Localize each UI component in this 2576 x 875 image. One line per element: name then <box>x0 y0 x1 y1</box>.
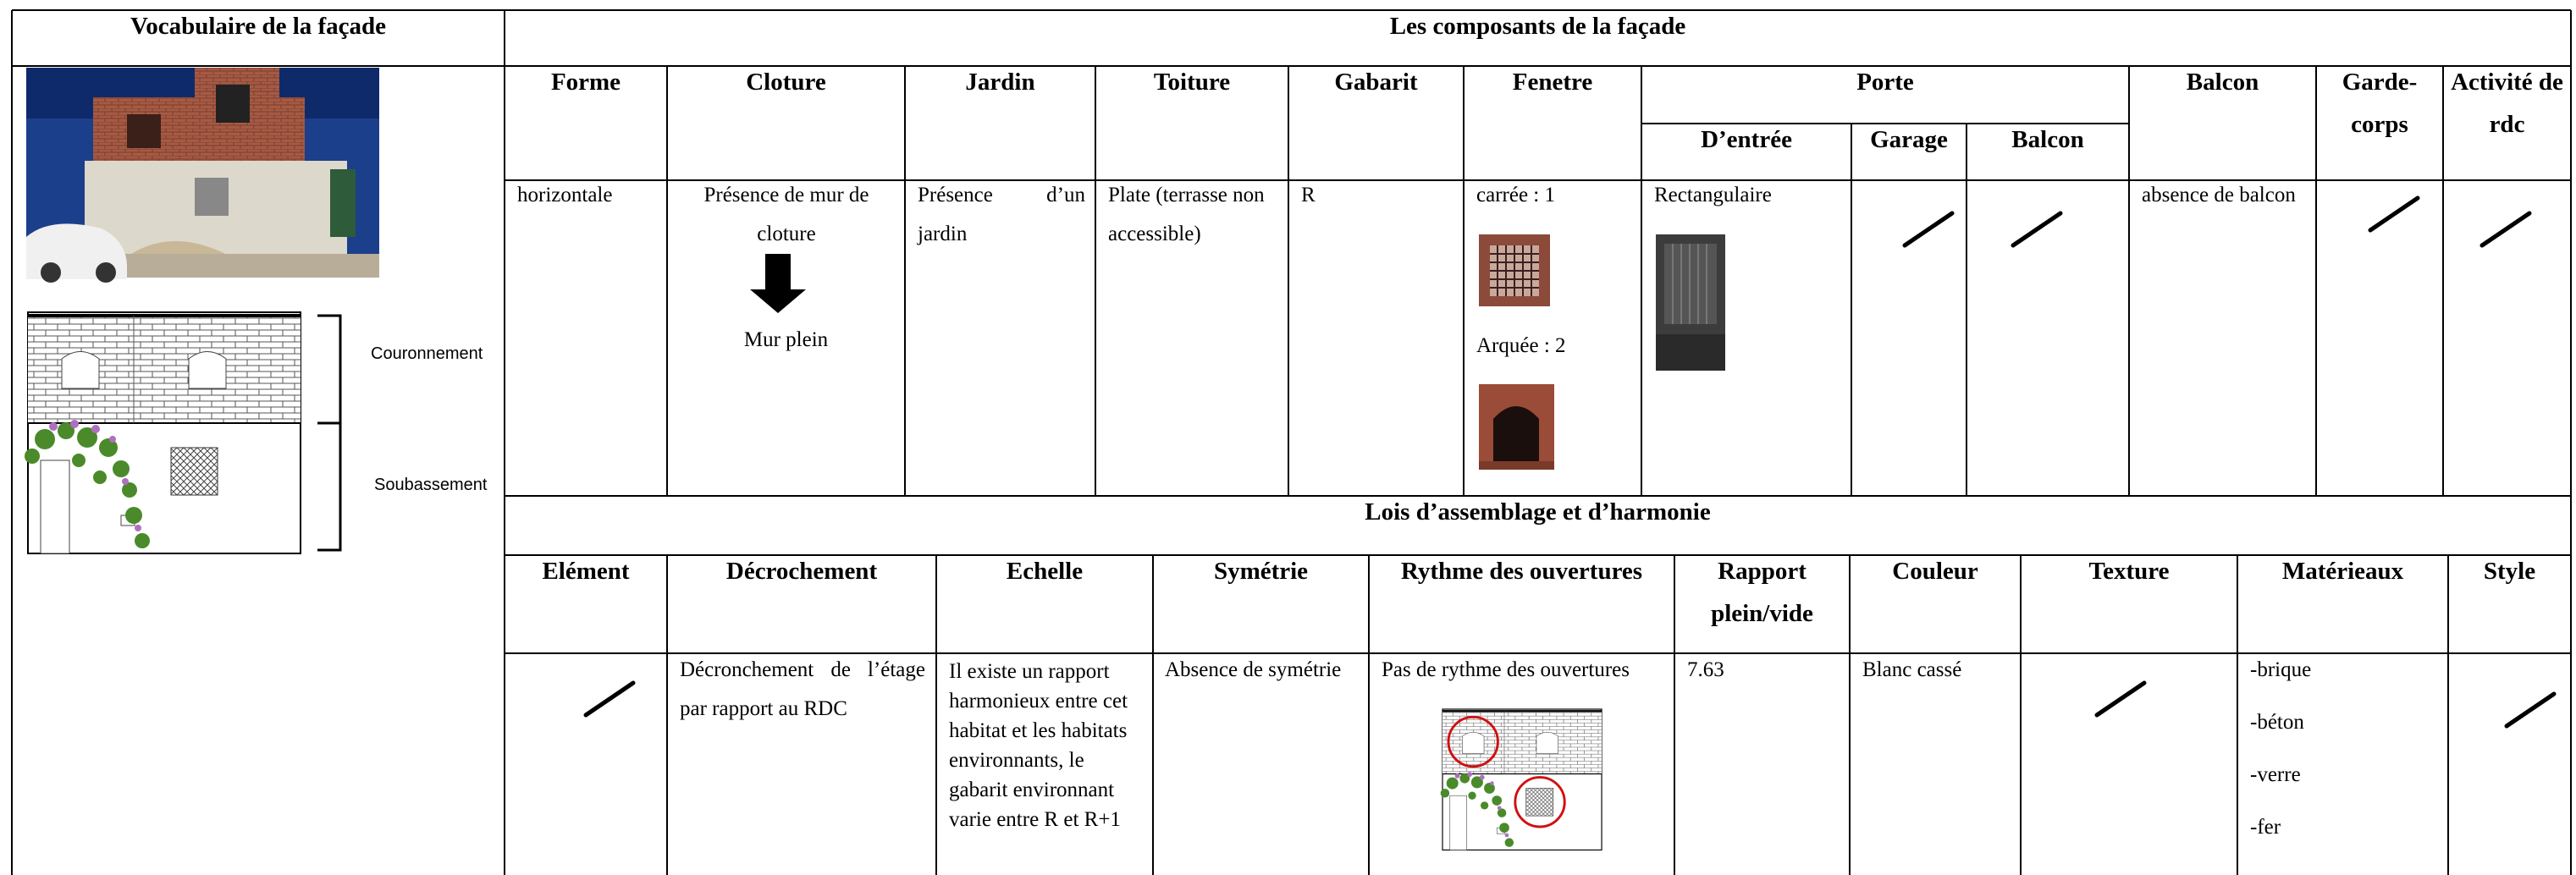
cell-forme: horizontale <box>517 184 613 206</box>
window-arched-photo <box>1479 384 1554 470</box>
cell-rythme: Pas de rythme des ouvertures <box>1382 658 1630 681</box>
components-title: Les composants de la façade <box>1389 13 1686 40</box>
cell-cloture-type: Mur plein <box>743 328 829 351</box>
sub-header: Balcon <box>2011 126 2084 153</box>
cell-fenetre-1: carrée : 1 <box>1476 184 1555 206</box>
header: Forme <box>550 69 621 96</box>
sub-header: Garage <box>1870 126 1948 153</box>
header: Fenetre <box>1512 69 1593 96</box>
header: Décrochement <box>725 558 878 585</box>
door-photo <box>1656 234 1725 371</box>
header: Gabarit <box>1334 69 1418 96</box>
label-couronnement: Couronnement <box>371 344 483 363</box>
header: Garde-corps <box>2342 69 2418 138</box>
cell-symetrie: Absence de symétrie <box>1165 658 1342 681</box>
header: Texture <box>2088 558 2170 585</box>
header: Symétrie <box>1213 558 1309 585</box>
header: Elément <box>542 558 630 585</box>
vocabulary-title: Vocabulaire de la façade <box>130 13 387 40</box>
label-soubassement: Soubassement <box>374 476 488 494</box>
cell-materiau: -béton <box>2250 711 2304 734</box>
laws-title: Lois d’assemblage et d’harmonie <box>1365 498 1711 526</box>
header: Toiture <box>1153 69 1231 96</box>
header: Porte <box>1856 69 1914 96</box>
header: Rapport plein/vide <box>1711 558 1813 627</box>
header: Rythme des ouvertures <box>1400 558 1643 585</box>
cell-cloture: Présence de mur de cloture <box>703 184 869 245</box>
header: Activité de rdc <box>2451 69 2563 138</box>
header: Matérieaux <box>2281 558 2404 585</box>
cell-balcon: absence de balcon <box>2142 184 2296 206</box>
cell-echelle: Il existe un rapport harmonieux entre ce… <box>949 660 1128 831</box>
header: Couleur <box>1892 558 1978 585</box>
header: Style <box>2483 558 2536 585</box>
cell-gabarit: R <box>1301 184 1316 206</box>
header: Echelle <box>1006 558 1084 585</box>
cell-materiau: -fer <box>2250 816 2281 839</box>
cell-jardin: Présence d’un jardin <box>918 184 1085 245</box>
cell-materiau: -brique <box>2250 658 2312 681</box>
cell-toiture: Plate (terrasse non accessible) <box>1108 184 1265 245</box>
cell-decrochement: Décronchement de l’étage par rapport au … <box>680 658 925 720</box>
cell-fenetre-2: Arquée : 2 <box>1476 334 1566 357</box>
sub-header: D’entrée <box>1701 126 1792 153</box>
cell-materiau: -verre <box>2250 763 2301 786</box>
cell-porte-entree: Rectangulaire <box>1654 184 1772 206</box>
facade-photo <box>26 68 379 283</box>
cell-couleur: Blanc cassé <box>1862 658 1962 681</box>
header: Cloture <box>746 69 826 96</box>
header: Jardin <box>965 69 1035 96</box>
window-square-photo <box>1479 234 1550 306</box>
cell-rapport: 7.63 <box>1687 658 1724 681</box>
header: Balcon <box>2186 69 2259 96</box>
